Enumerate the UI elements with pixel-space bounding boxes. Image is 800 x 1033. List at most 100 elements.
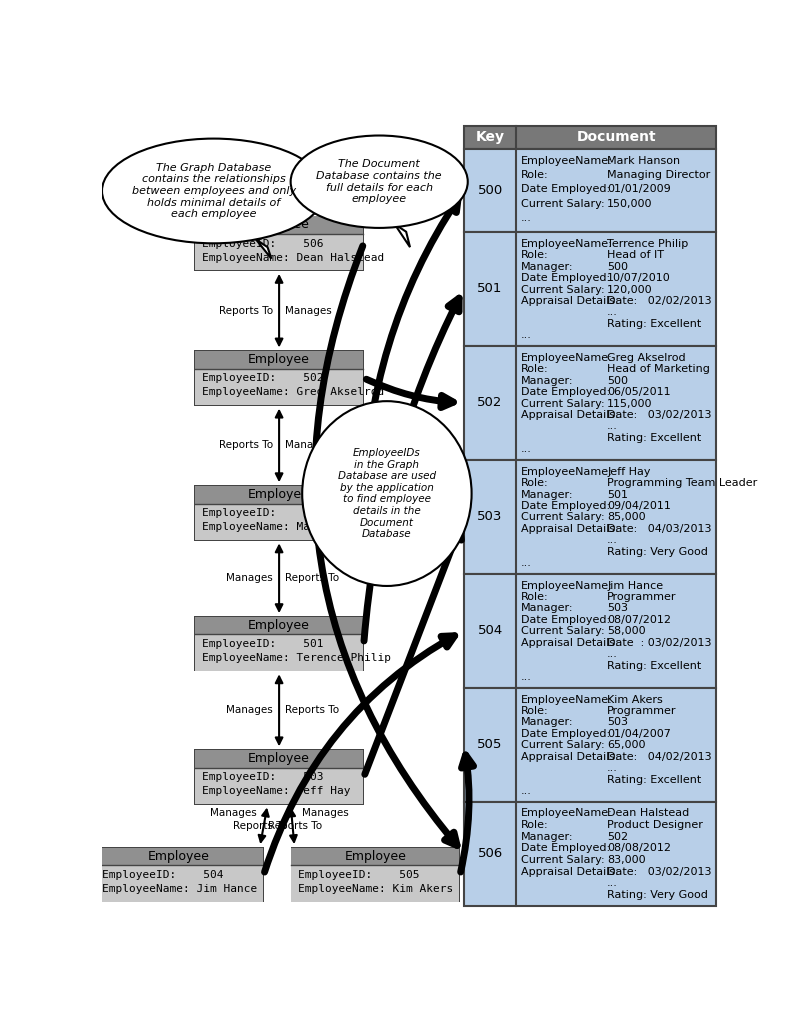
Text: 500: 500 (607, 376, 628, 385)
Text: 83,000: 83,000 (607, 855, 646, 865)
Text: 501: 501 (478, 282, 502, 295)
Text: ...: ... (607, 308, 618, 317)
Text: Kim Akers: Kim Akers (607, 694, 663, 705)
Text: Programmer: Programmer (607, 706, 677, 716)
Text: 150,000: 150,000 (607, 199, 653, 209)
Text: Dean Halstead: Dean Halstead (607, 809, 690, 818)
Text: ...: ... (521, 331, 532, 341)
Text: 505: 505 (478, 739, 502, 751)
Text: Manager:: Manager: (521, 718, 574, 727)
Text: Jim Hance: Jim Hance (607, 581, 663, 591)
Text: EmployeeName:: EmployeeName: (521, 156, 613, 165)
Text: EmployeeID:    501: EmployeeID: 501 (202, 639, 323, 649)
Bar (464, 149, 717, 231)
Text: 502: 502 (607, 832, 628, 842)
Text: EmployeeName:: EmployeeName: (521, 694, 613, 705)
Text: Employee: Employee (248, 619, 310, 632)
Text: Greg Akselrod: Greg Akselrod (607, 352, 686, 363)
Text: Rating: Very Good: Rating: Very Good (607, 546, 708, 557)
Text: Reports To: Reports To (286, 573, 339, 584)
Text: Role:: Role: (521, 364, 549, 374)
Text: Manages: Manages (286, 306, 332, 316)
Text: 502: 502 (478, 397, 502, 409)
Text: Current Salary:: Current Salary: (521, 741, 605, 750)
Text: Role:: Role: (521, 820, 549, 831)
Text: Manager:: Manager: (521, 490, 574, 500)
Text: 08/07/2012: 08/07/2012 (607, 615, 671, 625)
Text: Reports To: Reports To (219, 440, 273, 450)
Text: Current Salary:: Current Salary: (521, 626, 605, 636)
Text: Role:: Role: (521, 250, 549, 260)
Text: 85,000: 85,000 (607, 512, 646, 523)
Text: ...: ... (607, 878, 618, 888)
Text: Appraisal Details:: Appraisal Details: (521, 638, 618, 648)
Text: 504: 504 (478, 624, 502, 637)
Bar (291, 866, 459, 902)
Bar (464, 573, 717, 688)
Bar (464, 802, 717, 906)
Text: 120,000: 120,000 (607, 284, 653, 294)
Text: Date:   03/02/2013: Date: 03/02/2013 (607, 867, 712, 877)
Bar (290, 847, 460, 903)
Text: Rating: Excellent: Rating: Excellent (607, 661, 702, 670)
Text: Date:   04/02/2013: Date: 04/02/2013 (607, 752, 712, 762)
Text: 500: 500 (607, 261, 628, 272)
Text: Rating: Excellent: Rating: Excellent (607, 775, 702, 785)
Bar (195, 351, 363, 369)
Text: 506: 506 (478, 847, 502, 860)
Bar (195, 634, 363, 670)
Text: Manages: Manages (302, 809, 349, 818)
Polygon shape (256, 240, 271, 258)
Text: Current Salary:: Current Salary: (521, 284, 605, 294)
Text: EmployeeID:    502: EmployeeID: 502 (202, 374, 323, 383)
Text: Current Salary:: Current Salary: (521, 399, 605, 408)
Text: 01/01/2009: 01/01/2009 (607, 185, 671, 194)
Text: 58,000: 58,000 (607, 626, 646, 636)
Text: ...: ... (521, 672, 532, 682)
Text: Manager:: Manager: (521, 376, 574, 385)
Text: 500: 500 (478, 184, 502, 196)
Ellipse shape (302, 401, 472, 586)
Text: EmployeeName: Mark Hanson: EmployeeName: Mark Hanson (202, 522, 371, 532)
Text: 10/07/2010: 10/07/2010 (607, 273, 671, 283)
Text: Document: Document (577, 130, 656, 144)
Text: Manages: Manages (226, 573, 273, 584)
Text: 09/04/2011: 09/04/2011 (607, 501, 671, 511)
Text: EmployeeID:    500: EmployeeID: 500 (202, 508, 323, 519)
Text: ...: ... (607, 535, 618, 545)
Bar (291, 848, 459, 866)
Text: Rating: Excellent: Rating: Excellent (607, 319, 702, 328)
Bar (195, 750, 363, 768)
Text: ...: ... (521, 444, 532, 455)
Text: 503: 503 (607, 603, 628, 614)
Text: EmployeeID:    503: EmployeeID: 503 (202, 773, 323, 782)
Bar (94, 847, 264, 903)
Text: Jeff Hay: Jeff Hay (607, 467, 650, 476)
Text: Appraisal Details:: Appraisal Details: (521, 752, 618, 762)
Text: ...: ... (521, 558, 532, 568)
Text: EmployeeName:: EmployeeName: (521, 239, 613, 249)
Text: Employee: Employee (248, 488, 310, 501)
Text: Appraisal Details:: Appraisal Details: (521, 524, 618, 534)
Bar (195, 503, 363, 540)
Text: Date:   02/02/2013: Date: 02/02/2013 (607, 296, 712, 306)
Text: Date:   04/03/2013: Date: 04/03/2013 (607, 524, 712, 534)
Text: Role:: Role: (521, 592, 549, 602)
Text: Reports To: Reports To (233, 821, 287, 831)
Bar (195, 768, 363, 804)
Text: Date Employed:: Date Employed: (521, 843, 610, 853)
Text: EmployeeName: Terence Philip: EmployeeName: Terence Philip (202, 653, 391, 663)
Bar (194, 616, 364, 671)
Text: The Document
Database contains the
full details for each
employee: The Document Database contains the full … (316, 159, 442, 205)
Text: Manager:: Manager: (521, 603, 574, 614)
Polygon shape (394, 224, 410, 247)
Text: 08/08/2012: 08/08/2012 (607, 843, 671, 853)
Text: Manager:: Manager: (521, 832, 574, 842)
Text: Role:: Role: (521, 478, 549, 488)
Text: Date Employed:: Date Employed: (521, 501, 610, 511)
Text: Date  : 03/02/2013: Date : 03/02/2013 (607, 638, 712, 648)
Text: Current Salary:: Current Salary: (521, 855, 605, 865)
Text: 115,000: 115,000 (607, 399, 653, 408)
Text: ...: ... (607, 650, 618, 659)
Text: Date:   03/02/2013: Date: 03/02/2013 (607, 410, 712, 420)
